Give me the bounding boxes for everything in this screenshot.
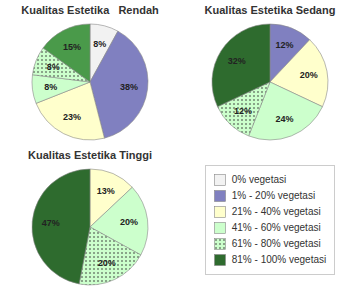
svg-text:8%: 8% bbox=[93, 39, 106, 49]
svg-text:13%: 13% bbox=[97, 186, 115, 196]
html-text:1% - 20% vegetasi: 1% - 20% vegetasi bbox=[231, 189, 316, 201]
svg-text:20%: 20% bbox=[120, 217, 138, 227]
svg-text:8%: 8% bbox=[44, 82, 57, 92]
html-text:81% - 100% vegetasi: 81% - 100% vegetasi bbox=[231, 253, 327, 265]
svg-text:38%: 38% bbox=[120, 82, 138, 92]
svg-text:15%: 15% bbox=[63, 42, 81, 52]
svg-text:24%: 24% bbox=[276, 114, 294, 124]
svg-text:12%: 12% bbox=[234, 106, 252, 116]
svg-text:20%: 20% bbox=[300, 70, 318, 80]
html-text:Kualitas Estetika Rendah: Kualitas Estetika Rendah bbox=[21, 4, 159, 16]
html-text:61% - 80% vegetasi: 61% - 80% vegetasi bbox=[231, 237, 321, 249]
html-text:41% - 60% vegetasi: 41% - 60% vegetasi bbox=[231, 221, 321, 233]
svg-text:32%: 32% bbox=[228, 56, 246, 66]
svg-text:12%: 12% bbox=[276, 40, 294, 50]
html-text:Kualitas Estetika Tinggi: Kualitas Estetika Tinggi bbox=[28, 149, 152, 161]
svg-text:23%: 23% bbox=[63, 112, 81, 122]
svg-text:8%: 8% bbox=[47, 62, 60, 72]
svg-text:47%: 47% bbox=[42, 218, 60, 228]
html-text:21% - 40% vegetasi: 21% - 40% vegetasi bbox=[231, 205, 321, 217]
svg-text:20%: 20% bbox=[98, 258, 116, 268]
html-text:Kualitas Estetika Sedang: Kualitas Estetika Sedang bbox=[204, 4, 336, 16]
html-text:0% vegetasi: 0% vegetasi bbox=[231, 173, 287, 185]
